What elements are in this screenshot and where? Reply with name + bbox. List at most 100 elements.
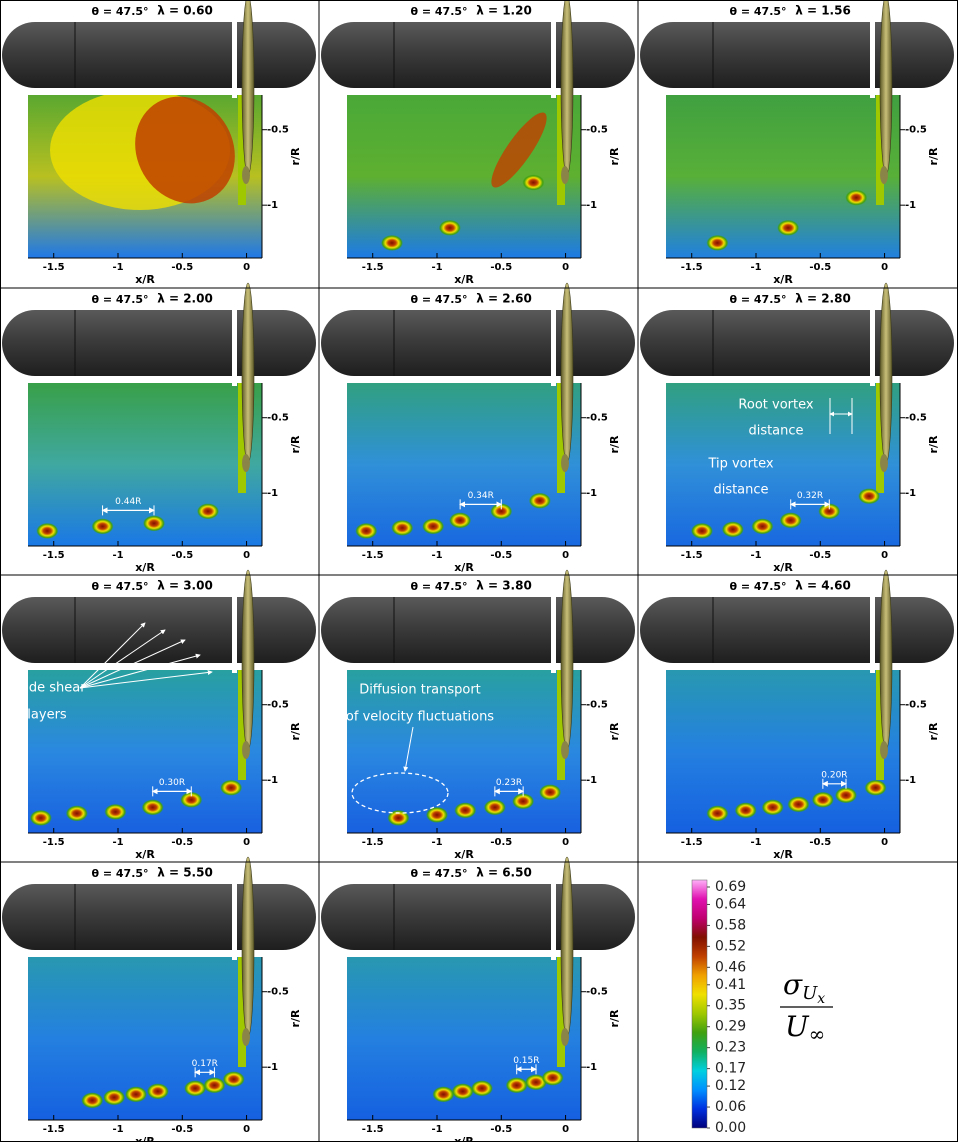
vortex-core [864,779,887,796]
x-tick-label: 0 [881,837,888,848]
x-tick-label: -1.5 [681,550,703,561]
x-axis-label: x/R [773,561,793,574]
field-features [81,957,246,1109]
symbol: U [785,1010,810,1043]
panel: θ = 47.5° λ = 2.00 -1.5 -1 -0.5 0 -0.5 -1 x/R r/R… [2,282,316,574]
x-axis-label: x/R [135,561,155,574]
x-axis-label: x/R [135,273,155,286]
hot-region [135,96,235,204]
vortex-core [141,799,164,816]
x-axis-label: x/R [135,848,155,861]
hull-gap [232,868,237,960]
field-features [36,383,246,539]
y-axis-label: r/R [927,435,940,453]
panel-title: θ = 47.5° [91,5,148,18]
annotation: Blade shear [8,681,86,696]
vortex-core [811,791,834,808]
x-tick-label: 0 [562,837,569,848]
x-axis-label: x/R [454,561,474,574]
x-tick-label: -1 [112,837,123,848]
x-tick-label: 0 [562,262,569,273]
propeller-tip [242,741,250,759]
panel: θ = 47.5° λ = 5.50 -1.5 -1 -0.5 0 -0.5 -1 x/R r/R… [2,856,316,1146]
propeller-tip [242,166,250,184]
colorbar [691,879,708,1129]
panel-subtitle: λ = 2.80 [795,292,851,306]
vortex-core [449,512,472,529]
hull-gap [551,868,556,960]
y-tick-label: -1 [267,488,278,499]
vortex-core [734,802,757,819]
vortex-core [751,518,774,535]
colorbar-tick-label: 0.00 [715,1120,746,1136]
x-axis-label: x/R [773,273,793,286]
x-tick-label: -1 [431,1124,442,1135]
panel-title: θ = 47.5° [91,867,148,880]
x-tick-label: 0 [562,550,569,561]
y-tick-label: -0.5 [586,413,608,424]
y-axis-label: r/R [289,722,302,740]
vortex-core [858,488,881,505]
propeller-blade [879,0,893,176]
colorbar-tick-label: 0.35 [715,998,746,1014]
panel-title: θ = 47.5° [410,867,467,880]
wake-shear [238,957,246,1067]
y-axis-label: r/R [608,722,621,740]
vortex-core [451,1083,474,1100]
y-axis-label: r/R [289,1009,302,1027]
x-tick-label: 0 [562,1124,569,1135]
hull-gap [232,294,237,386]
panel-subtitle: λ = 3.80 [476,579,532,593]
vortex-core [180,791,203,808]
vortex-core [220,779,243,796]
hull [321,884,635,950]
y-tick-label: -0.5 [905,700,927,711]
spacing-label: 0.20R [821,770,847,780]
x-tick-label: -1.5 [362,1124,384,1135]
pointer-arrow [79,629,166,689]
panel-title: θ = 47.5° [410,5,467,18]
y-tick-label: -0.5 [267,125,289,136]
panel-subtitle: λ = 1.20 [476,4,532,18]
field-features [706,95,884,251]
hull-gap [232,6,237,98]
y-tick-label: -0.5 [905,125,927,136]
vortex-core [65,805,88,822]
pointer-arrow [79,622,146,689]
field-features [29,670,246,826]
hull [2,597,316,663]
x-tick-label: -1 [112,262,123,273]
field-features [381,95,565,251]
wake-shear [876,383,884,493]
x-tick-label: -0.5 [171,550,193,561]
spacing-label: 0.32R [797,491,823,501]
vortex-core [184,1080,207,1097]
x-tick-label: -1.5 [681,837,703,848]
x-axis-label: x/R [454,273,474,286]
vortex-core [432,1086,455,1103]
vortex-core [541,1069,564,1086]
vortex-core [525,1074,547,1091]
vortex-core [779,512,802,529]
wake-shear [557,383,565,493]
hull [2,22,316,88]
propeller-tip [561,454,569,472]
hot-streak [491,112,547,188]
panel-title: θ = 47.5° [729,5,786,18]
panel: θ = 47.5° λ = 3.00 -1.5 -1 -0.5 0 -0.5 -1 x/R r/R… [2,569,316,861]
colorbar-tick-label: 0.41 [715,977,746,993]
vortex-core [387,809,410,826]
y-tick-label: -1 [905,200,916,211]
vortex-core [483,799,506,816]
y-tick-label: -1 [905,488,916,499]
pointer-arrow [79,653,201,689]
spacing-label: 0.30R [159,778,185,788]
x-tick-label: -1 [431,550,442,561]
vortex-core [422,518,445,535]
vortex-core [835,787,857,804]
propeller-tip [561,166,569,184]
panel-subtitle: λ = 5.50 [157,866,213,880]
y-tick-label: -0.5 [267,987,289,998]
vortex-core [787,796,810,813]
